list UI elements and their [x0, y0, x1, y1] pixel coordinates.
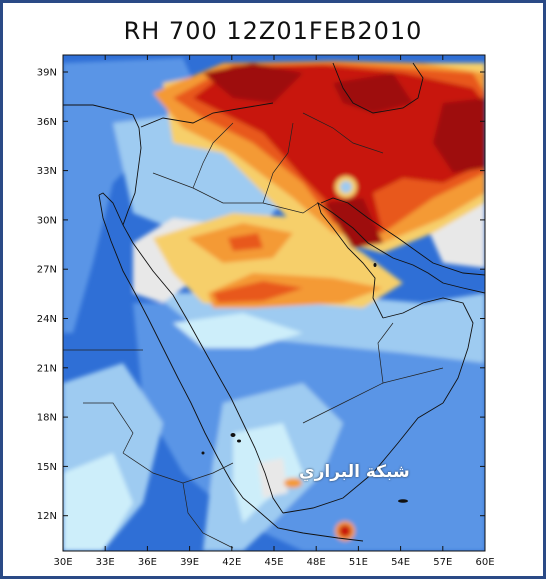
islands — [201, 263, 408, 503]
coast-somalia — [254, 507, 364, 542]
map-title: RH 700 12Z01FEB2010 — [123, 17, 423, 45]
border-8 — [83, 402, 134, 454]
lat-label: 21N — [37, 363, 57, 374]
lat-label: 18N — [37, 413, 57, 424]
coast-gulf — [317, 201, 485, 319]
field-pale-cyan-3 — [63, 453, 133, 551]
lon-label: 51E — [349, 557, 368, 568]
coast-oman — [382, 297, 474, 404]
border-10 — [302, 112, 384, 154]
lon-label: 60E — [475, 557, 494, 568]
island-bahrain — [373, 263, 377, 267]
watermark-text: شبكة البراري — [299, 462, 410, 482]
lon-label: 45E — [264, 557, 283, 568]
coast-aden — [282, 402, 444, 514]
field-dark-red-1 — [203, 63, 303, 103]
island-farasan — [237, 439, 241, 443]
island-small-1 — [201, 451, 205, 455]
coast-redsea-gulf-aqaba — [98, 192, 124, 226]
field-dark-red-3 — [433, 98, 485, 173]
lon-label: 48E — [307, 557, 326, 568]
coast-africa-east — [98, 194, 256, 509]
field-red-orange-small — [228, 233, 263, 251]
field-pale-cyan-1 — [173, 313, 303, 348]
field-orange-blob-yemen — [284, 478, 302, 488]
island-dahlak — [230, 433, 236, 437]
lat-label: 39N — [37, 68, 57, 79]
rh-map: 39N 36N 33N 30N 27N 24N 21N 18N 15N 12N 30E 33E 36E… — [37, 54, 495, 568]
field-light-blue-2 — [153, 293, 485, 363]
longitude-axis: 30E 33E 36E 39E 42E 45E 48E 51E 54E 57E 60E — [53, 55, 495, 568]
border-4 — [192, 122, 234, 189]
lon-label: 33E — [96, 557, 115, 568]
lon-label: 42E — [222, 557, 241, 568]
lon-label: 54E — [391, 557, 410, 568]
border-9 — [182, 482, 234, 549]
field-grey-3 — [258, 458, 288, 498]
borders — [63, 112, 444, 549]
latitude-axis: 39N 36N 33N 30N 27N 24N 21N 18N 15N 12N — [37, 68, 485, 522]
island-socotra — [398, 499, 408, 503]
border-2 — [152, 172, 319, 214]
lat-label: 30N — [37, 215, 57, 226]
lat-label: 36N — [37, 117, 57, 128]
field-hole — [340, 181, 352, 193]
lon-label: 30E — [53, 557, 72, 568]
lat-label: 24N — [37, 314, 57, 325]
field-socotra-blob — [339, 525, 351, 537]
map-frame: RH 700 12Z01FEB2010 — [3, 3, 543, 576]
coast-iran — [320, 197, 485, 276]
border-3 — [262, 122, 294, 204]
coastlines — [63, 62, 485, 542]
lat-label: 12N — [37, 511, 57, 522]
lon-label: 36E — [138, 557, 157, 568]
coast-arabia-west — [122, 162, 284, 514]
lon-label: 39E — [180, 557, 199, 568]
lat-label: 15N — [37, 462, 57, 473]
lat-label: 33N — [37, 166, 57, 177]
coast-med — [63, 104, 142, 164]
field-red-north — [193, 65, 485, 233]
humidity-field — [63, 55, 485, 551]
lat-label: 27N — [37, 265, 57, 276]
coast-turkey — [140, 102, 274, 128]
field-red-orange-band — [213, 281, 303, 303]
field-dark-red-4 — [323, 198, 383, 248]
lon-label: 57E — [433, 557, 452, 568]
coast-caspian — [332, 62, 424, 114]
border-6 — [377, 322, 394, 384]
